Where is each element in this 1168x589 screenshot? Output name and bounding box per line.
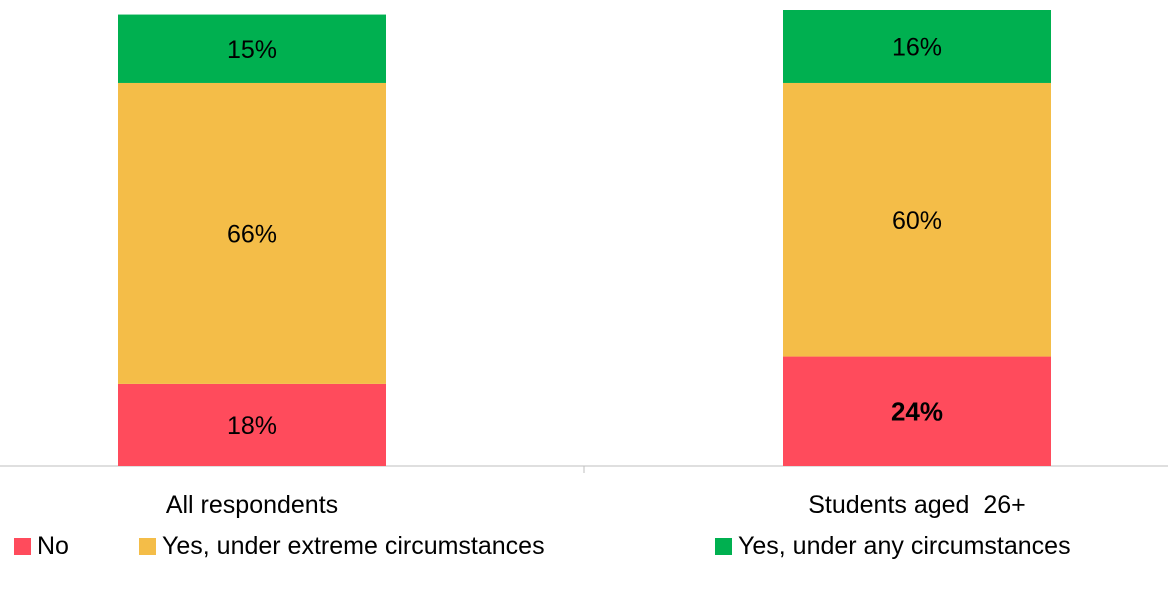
bar-segment-1-3 — [118, 14, 386, 83]
data-label-1-1: 18% — [227, 412, 277, 440]
legend-item-yes-any: Yes, under any circumstances — [715, 532, 1071, 561]
legend-swatch-no — [14, 538, 31, 555]
legend-swatch-yes-any — [715, 538, 732, 555]
data-label-1-3: 15% — [227, 36, 277, 64]
bar-segment-2-1 — [783, 356, 1051, 466]
legend-item-yes-extreme: Yes, under extreme circumstances — [139, 532, 545, 561]
data-label-1-2: 66% — [227, 220, 277, 248]
legend-label-yes-extreme: Yes, under extreme circumstances — [162, 532, 545, 560]
bar-segment-2-3 — [783, 10, 1051, 83]
data-label-2-2: 60% — [892, 207, 942, 235]
legend-swatch-yes-extreme — [139, 538, 156, 555]
legend: No Yes, under extreme circumstances Yes,… — [0, 532, 1168, 572]
category-label-1: All respondents — [166, 491, 338, 519]
legend-label-yes-any: Yes, under any circumstances — [738, 532, 1071, 560]
legend-item-no: No — [14, 532, 69, 561]
bar-segment-2-2 — [783, 82, 1051, 357]
data-label-2-3: 16% — [892, 33, 942, 61]
category-label-2: Students aged 26+ — [808, 491, 1026, 519]
legend-label-no: No — [37, 532, 69, 560]
bar-segment-1-1 — [118, 383, 386, 466]
bar-segment-1-2 — [118, 82, 386, 384]
data-label-2-1: 24% — [891, 396, 943, 426]
